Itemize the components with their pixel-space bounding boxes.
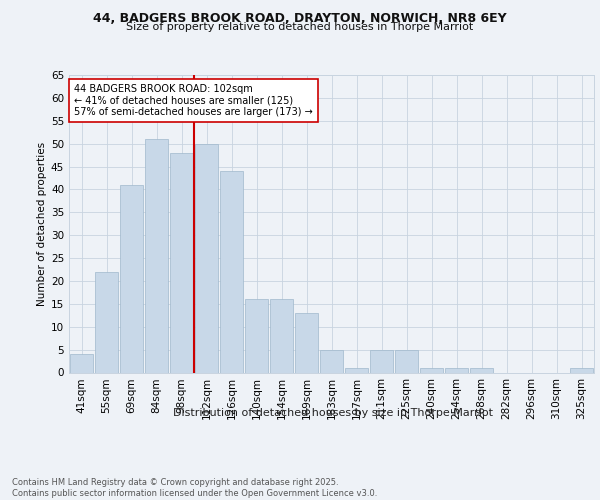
Bar: [245, 300, 268, 372]
Y-axis label: Number of detached properties: Number of detached properties: [37, 142, 47, 306]
Bar: [395, 350, 418, 372]
Text: 44 BADGERS BROOK ROAD: 102sqm
← 41% of detached houses are smaller (125)
57% of : 44 BADGERS BROOK ROAD: 102sqm ← 41% of d…: [74, 84, 313, 117]
Bar: [120, 185, 143, 372]
Bar: [320, 350, 343, 372]
Bar: [220, 171, 243, 372]
Bar: [570, 368, 593, 372]
Bar: [445, 368, 468, 372]
Text: Distribution of detached houses by size in Thorpe Marriot: Distribution of detached houses by size …: [173, 408, 493, 418]
Text: Contains HM Land Registry data © Crown copyright and database right 2025.
Contai: Contains HM Land Registry data © Crown c…: [12, 478, 377, 498]
Bar: [420, 368, 443, 372]
Bar: [370, 350, 393, 372]
Text: Size of property relative to detached houses in Thorpe Marriot: Size of property relative to detached ho…: [127, 22, 473, 32]
Bar: [295, 313, 318, 372]
Bar: [470, 368, 493, 372]
Bar: [195, 144, 218, 372]
Bar: [95, 272, 118, 372]
Bar: [345, 368, 368, 372]
Bar: [145, 139, 168, 372]
Text: 44, BADGERS BROOK ROAD, DRAYTON, NORWICH, NR8 6EY: 44, BADGERS BROOK ROAD, DRAYTON, NORWICH…: [93, 12, 507, 26]
Bar: [170, 153, 193, 372]
Bar: [70, 354, 93, 372]
Bar: [270, 300, 293, 372]
